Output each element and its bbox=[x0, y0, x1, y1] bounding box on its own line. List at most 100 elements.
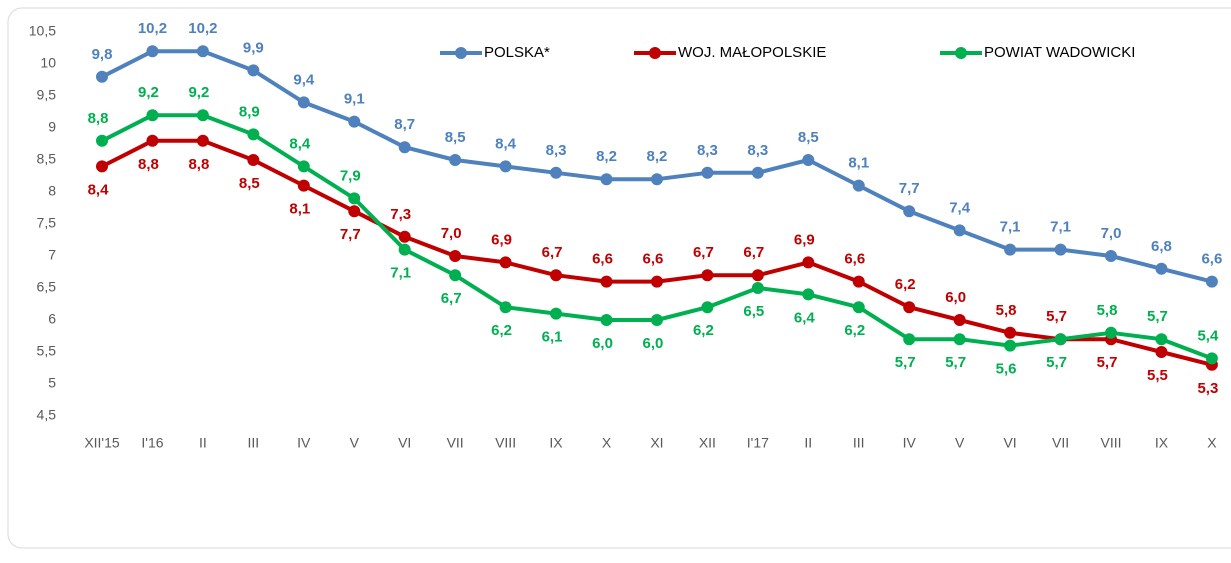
point bbox=[1004, 326, 1017, 339]
point bbox=[398, 243, 411, 256]
value-label: 5,7 bbox=[945, 354, 966, 371]
point bbox=[1105, 326, 1117, 339]
point bbox=[751, 269, 764, 282]
point bbox=[449, 250, 462, 262]
value-label: 8,8 bbox=[138, 156, 159, 173]
value-label: 5,7 bbox=[1046, 308, 1067, 325]
point bbox=[499, 301, 512, 314]
value-label: 6,2 bbox=[693, 322, 714, 339]
point bbox=[903, 205, 916, 218]
value-label: 9,2 bbox=[188, 84, 209, 101]
y-tick-label: 6,5 bbox=[37, 279, 57, 295]
point bbox=[1155, 333, 1168, 346]
point bbox=[96, 160, 108, 173]
value-label: 7,0 bbox=[1101, 225, 1122, 242]
point bbox=[96, 70, 108, 83]
point bbox=[146, 109, 159, 122]
point bbox=[903, 333, 916, 346]
point bbox=[247, 154, 260, 166]
x-tick-label: X bbox=[1207, 435, 1217, 451]
point bbox=[751, 282, 764, 294]
x-tick-label: VI bbox=[398, 435, 411, 451]
point bbox=[650, 275, 663, 288]
value-label: 6,6 bbox=[844, 251, 865, 268]
value-label: 5,5 bbox=[1147, 367, 1168, 384]
value-label: 7,1 bbox=[390, 265, 411, 282]
value-label: 6,6 bbox=[1201, 251, 1222, 268]
point bbox=[1105, 250, 1117, 262]
point bbox=[247, 64, 260, 77]
point bbox=[196, 45, 209, 58]
point bbox=[1205, 275, 1218, 288]
value-label: 8,3 bbox=[747, 142, 768, 159]
value-label: 8,1 bbox=[289, 201, 310, 218]
point bbox=[146, 134, 159, 147]
value-label: 8,4 bbox=[495, 135, 517, 152]
point bbox=[953, 314, 966, 326]
point bbox=[1205, 352, 1218, 365]
value-label: 9,1 bbox=[344, 91, 365, 108]
value-label: 6,7 bbox=[441, 290, 462, 307]
point bbox=[550, 307, 563, 320]
value-label: 8,3 bbox=[546, 142, 567, 159]
x-tick-label: VII bbox=[447, 435, 464, 451]
value-label: 8,8 bbox=[88, 110, 109, 127]
y-tick-label: 9,5 bbox=[37, 87, 57, 103]
value-label: 7,1 bbox=[1050, 219, 1071, 236]
point bbox=[1004, 339, 1017, 352]
value-label: 7,4 bbox=[949, 199, 971, 216]
value-label: 6,8 bbox=[1151, 238, 1172, 255]
value-label: 6,7 bbox=[743, 244, 764, 261]
y-tick-label: 7,5 bbox=[37, 215, 57, 231]
value-label: 6,7 bbox=[693, 244, 714, 261]
value-label: 6,6 bbox=[643, 251, 664, 268]
point bbox=[701, 301, 714, 314]
point bbox=[146, 45, 159, 58]
x-tick-label: V bbox=[350, 435, 360, 451]
point bbox=[398, 141, 411, 154]
value-label: 5,7 bbox=[1097, 354, 1118, 371]
point bbox=[852, 301, 865, 314]
point bbox=[701, 166, 714, 179]
value-label: 6,0 bbox=[643, 335, 664, 352]
point bbox=[1155, 346, 1168, 358]
point bbox=[802, 288, 815, 301]
point bbox=[96, 134, 108, 147]
value-label: 7,7 bbox=[340, 226, 361, 243]
point bbox=[852, 275, 865, 288]
value-label: 8,2 bbox=[596, 148, 617, 165]
value-label: 5,7 bbox=[1147, 308, 1168, 325]
x-tick-label: III bbox=[248, 435, 260, 451]
value-label: 7,7 bbox=[899, 180, 920, 197]
point bbox=[398, 230, 411, 243]
value-label: 7,3 bbox=[390, 206, 411, 223]
chart-frame bbox=[7, 7, 1231, 549]
x-tick-label: II bbox=[199, 435, 207, 451]
legend-marker bbox=[955, 47, 967, 59]
x-tick-label: I'17 bbox=[747, 435, 769, 451]
point bbox=[600, 173, 613, 186]
value-label: 6,6 bbox=[592, 251, 613, 268]
point bbox=[650, 173, 663, 186]
point bbox=[1004, 243, 1017, 256]
y-tick-label: 8,5 bbox=[37, 151, 57, 167]
y-tick-label: 4,5 bbox=[37, 407, 57, 423]
point bbox=[550, 269, 563, 282]
x-tick-label: VIII bbox=[495, 435, 516, 451]
point bbox=[449, 269, 462, 282]
x-tick-label: VIII bbox=[1100, 435, 1121, 451]
value-label: 9,9 bbox=[243, 39, 264, 56]
point bbox=[1054, 243, 1067, 256]
value-label: 8,4 bbox=[88, 181, 110, 198]
point bbox=[348, 192, 361, 205]
value-label: 6,0 bbox=[592, 335, 613, 352]
point bbox=[953, 333, 966, 346]
value-label: 5,6 bbox=[996, 361, 1017, 378]
point bbox=[751, 166, 764, 179]
value-label: 8,2 bbox=[647, 148, 668, 165]
x-tick-label: VII bbox=[1052, 435, 1069, 451]
value-label: 5,4 bbox=[1197, 327, 1219, 344]
legend-label: POWIAT WADOWICKI bbox=[984, 44, 1135, 61]
point bbox=[903, 301, 916, 314]
